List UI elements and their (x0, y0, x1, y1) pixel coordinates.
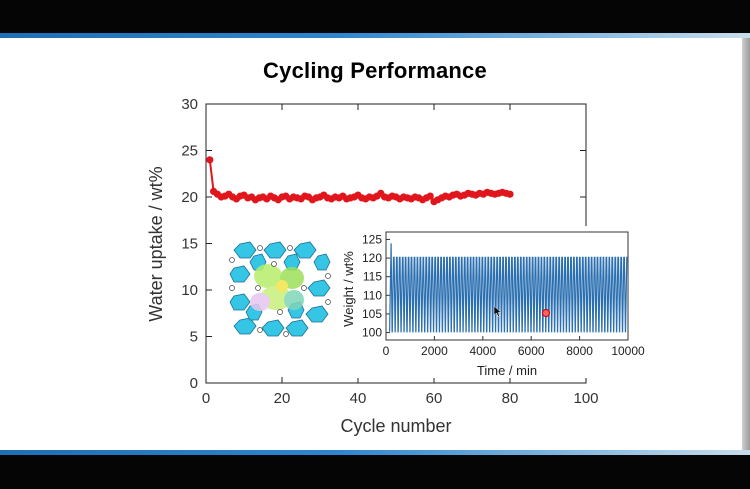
inset-x-tick-label: 0 (383, 344, 390, 358)
water-uptake-point (426, 192, 434, 200)
water-uptake-point (506, 190, 514, 198)
main-x-tick-label: 100 (573, 390, 598, 407)
inset-x-axis-label: Time / min (477, 363, 537, 378)
inset-plot-frame (385, 231, 629, 341)
main-x-tick-label: 40 (350, 390, 367, 407)
main-x-tick-label: 80 (502, 390, 519, 407)
slide-edge (742, 38, 750, 450)
main-x-ticks: 0 20 40 60 80 100 (202, 104, 599, 407)
inset-y-ticks: 100 105 110 115 120 125 (362, 232, 390, 340)
main-x-tick-label: 0 (202, 390, 210, 407)
main-y-axis-label: Water uptake / wt% (146, 166, 166, 321)
water-uptake-points (206, 156, 514, 206)
inset-y-tick-label: 105 (362, 307, 382, 321)
inset-x-ticks: 0 2000 4000 6000 8000 10000 (383, 336, 645, 358)
main-x-axis-label: Cycle number (340, 416, 451, 436)
inset-x-tick-label: 4000 (469, 344, 496, 358)
main-x-tick-label: 20 (274, 390, 291, 407)
top-accent-stripe (0, 33, 750, 38)
laser-pointer-dot (542, 309, 550, 317)
inset-plot: 0 2000 4000 6000 8000 10000 100 105 110 115 120 12… (341, 226, 645, 378)
inset-y-tick-label: 125 (362, 232, 382, 246)
main-y-tick-label: 5 (190, 329, 198, 346)
main-y-tick-label: 15 (181, 236, 198, 253)
water-uptake-point (206, 156, 214, 164)
bottom-accent-stripe (0, 450, 750, 455)
main-y-tick-label: 0 (190, 375, 198, 392)
weight-line (389, 243, 628, 333)
slide-title: Cycling Performance (263, 58, 487, 83)
inset-y-tick-label: 100 (362, 326, 382, 340)
framework-structure-illustration (229, 241, 331, 338)
inset-y-axis-label: Weight / wt% (341, 251, 356, 327)
main-y-tick-label: 10 (181, 282, 198, 299)
top-letterbox (0, 0, 750, 33)
inset-y-tick-label: 115 (363, 270, 382, 284)
bottom-letterbox (0, 455, 750, 489)
inset-x-tick-label: 10000 (611, 344, 645, 358)
inset-x-tick-label: 8000 (566, 344, 593, 358)
main-y-tick-label: 25 (181, 143, 198, 160)
mouse-cursor (493, 305, 502, 317)
main-y-tick-label: 30 (181, 96, 198, 113)
inset-x-tick-label: 2000 (421, 344, 448, 358)
main-y-tick-label: 20 (181, 189, 198, 206)
inset-x-tick-label: 6000 (518, 344, 545, 358)
inset-y-tick-label: 120 (362, 251, 382, 265)
inset-y-tick-label: 110 (363, 288, 382, 302)
main-x-tick-label: 60 (426, 390, 443, 407)
